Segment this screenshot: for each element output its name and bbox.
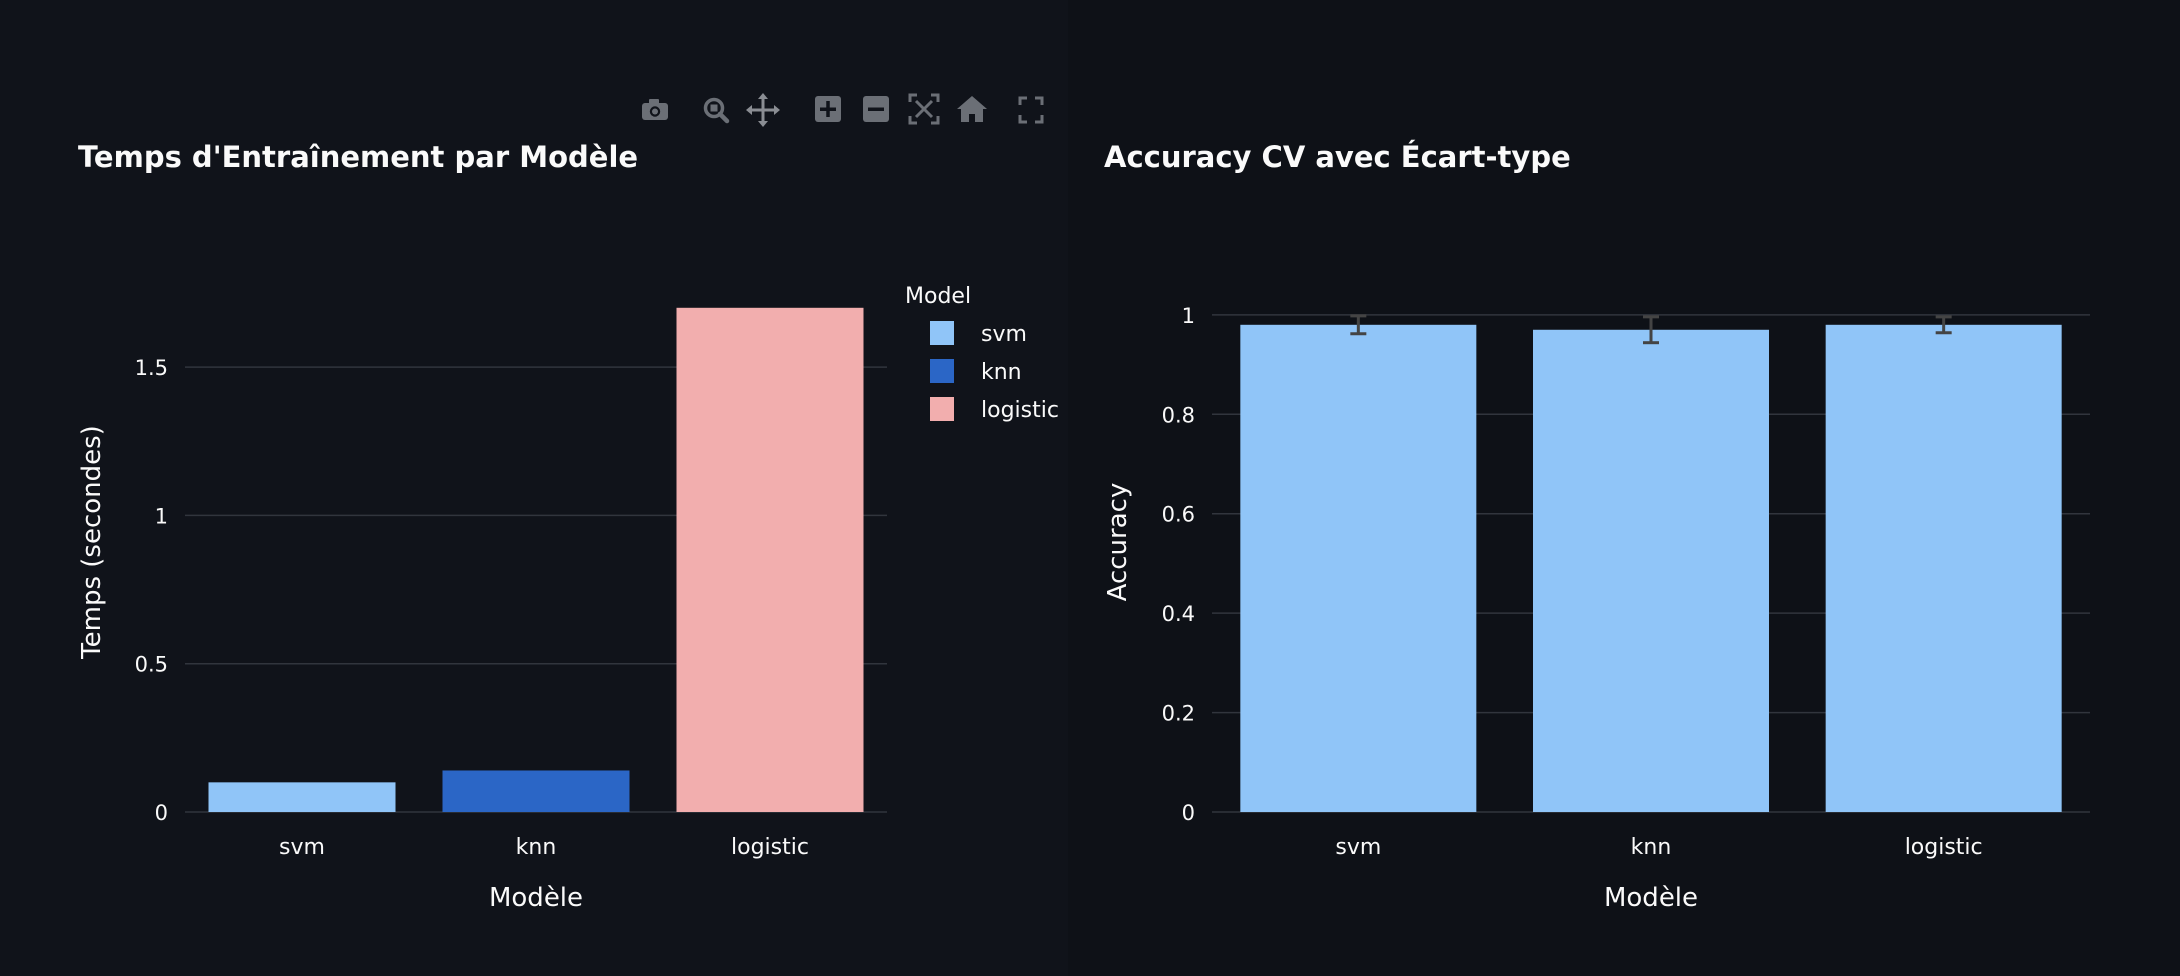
y-tick-label: 1.5 (135, 356, 168, 380)
y-tick-label: 1 (1182, 304, 1195, 328)
fullscreen-icon[interactable] (1011, 88, 1051, 132)
bar-knn (1533, 329, 1769, 812)
chart-panel-training-time (0, 0, 1068, 976)
y-tick-label: 0 (155, 801, 168, 825)
y-tick-label: 1 (155, 504, 168, 528)
legend-swatch-knn (930, 359, 954, 383)
bar-svm (208, 782, 396, 812)
x-axis-title: Modèle (1604, 883, 1698, 913)
legend-label-knn: knn (981, 360, 1022, 385)
legend-label-svm: svm (981, 322, 1027, 347)
y-tick-label: 0.6 (1162, 503, 1195, 527)
chart-title-training-time: Temps d'Entraînement par Modèle (78, 140, 639, 174)
x-tick-label: svm (279, 835, 325, 860)
x-tick-label: logistic (1905, 835, 1983, 860)
camera-icon[interactable] (635, 88, 675, 132)
autoscale-icon[interactable] (904, 88, 944, 132)
y-tick-label: 0.8 (1162, 403, 1195, 427)
legend-title: Model (905, 284, 971, 309)
x-tick-label: knn (516, 835, 557, 860)
zoom-icon[interactable] (696, 88, 736, 132)
y-tick-label: 0.5 (135, 653, 168, 677)
bar-logistic (1825, 324, 2062, 812)
x-tick-label: svm (1335, 835, 1381, 860)
zoom-out-icon[interactable] (856, 88, 896, 132)
pan-icon[interactable] (743, 88, 783, 132)
x-tick-label: logistic (731, 835, 809, 860)
y-tick-label: 0 (1182, 801, 1195, 825)
y-tick-label: 0.4 (1162, 602, 1195, 626)
x-tick-label: knn (1631, 835, 1672, 860)
bar-logistic (676, 307, 864, 812)
modebar (625, 88, 1055, 132)
legend-swatch-logistic (930, 397, 954, 421)
y-tick-label: 0.2 (1162, 702, 1195, 726)
bar-svm (1240, 324, 1477, 812)
y-axis-title: Temps (secondes) (77, 425, 107, 660)
zoom-in-icon[interactable] (808, 88, 848, 132)
legend-swatch-svm (930, 321, 954, 345)
legend-label-logistic: logistic (981, 398, 1059, 423)
y-axis-title: Accuracy (1103, 483, 1133, 602)
bar-knn (442, 770, 630, 812)
x-axis-title: Modèle (489, 883, 583, 913)
chart-title-accuracy: Accuracy CV avec Écart-type (1104, 140, 1571, 174)
reset-axes-icon[interactable] (952, 88, 992, 132)
